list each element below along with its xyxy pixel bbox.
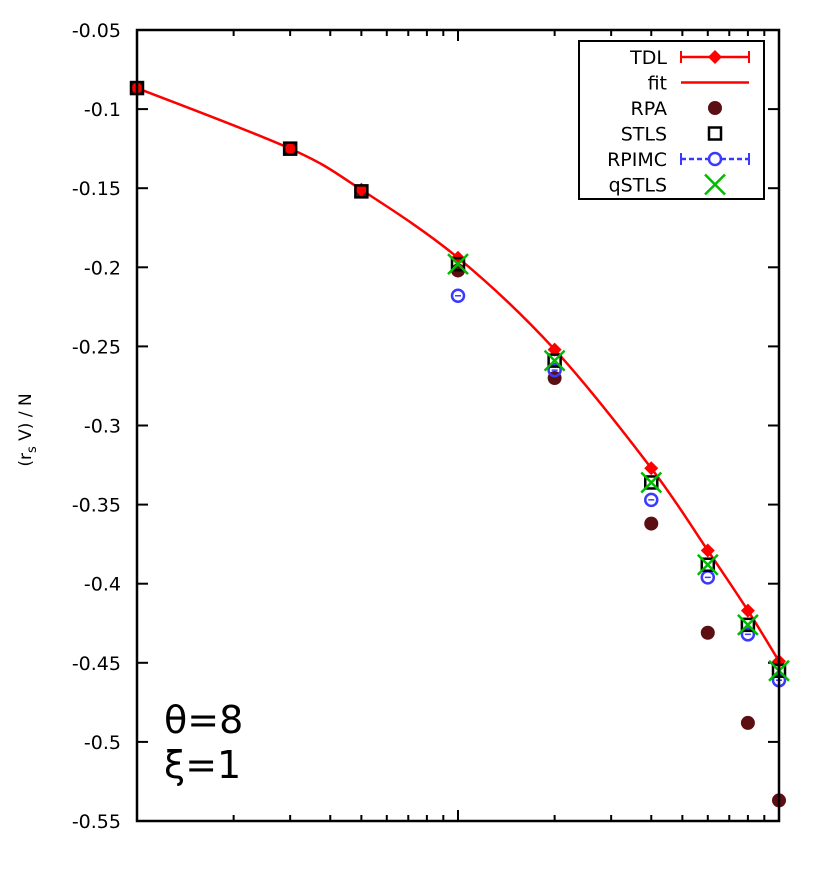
legend-marker <box>708 50 722 64</box>
plot-frame <box>135 28 781 823</box>
point-stls <box>700 557 716 572</box>
legend-label-rpimc: RPIMC <box>607 149 667 171</box>
cross-stroke <box>447 253 469 276</box>
point-rpa <box>644 516 659 531</box>
point-rpimc <box>547 362 562 378</box>
point-qstls <box>447 253 469 276</box>
legend: TDL fit RPA STLS RPIMC qSTLS <box>578 40 765 200</box>
legend-marker <box>708 101 722 115</box>
point-stls <box>282 141 298 156</box>
rpimc-circle <box>740 627 756 642</box>
legend-label-fit: fit <box>648 73 667 95</box>
rpimc-circle <box>547 362 562 378</box>
y-tick-label: -0.35 <box>72 495 121 517</box>
y-tick-label: -0.05 <box>72 20 121 42</box>
y-tick-label: -0.5 <box>84 732 121 754</box>
point-rpa <box>700 625 715 640</box>
point-tdl <box>644 461 659 476</box>
point-rpa <box>740 715 755 730</box>
y-tick-label: -0.3 <box>84 416 121 438</box>
y-tick-label: -0.15 <box>72 178 121 200</box>
point-qstls <box>543 349 566 372</box>
y-tick-label: -0.2 <box>84 257 121 279</box>
point-rpimc <box>700 570 716 585</box>
y-axis-label: (rs V) / N <box>16 393 40 466</box>
y-tick-label: -0.4 <box>84 574 121 596</box>
point-tdl <box>547 342 562 357</box>
cross-stroke <box>696 553 719 576</box>
rpimc-circle <box>450 288 466 304</box>
cross-stroke <box>640 471 663 494</box>
y-tick-label: -0.1 <box>84 99 121 121</box>
y-tick-label: -0.45 <box>72 653 121 675</box>
point-rpimc <box>450 288 466 304</box>
fit-line <box>136 86 781 662</box>
cross-stroke <box>704 173 726 196</box>
annotation-theta: θ=8 <box>164 698 243 742</box>
point-stls <box>450 256 466 272</box>
point-qstls <box>696 553 719 576</box>
point-tdl <box>700 543 715 558</box>
legend-marker <box>704 173 726 196</box>
cross-stroke <box>543 349 566 372</box>
point-stls <box>547 353 562 368</box>
point-qstls <box>640 471 663 494</box>
y-tick-label: -0.55 <box>72 811 121 833</box>
point-tdl <box>283 141 298 156</box>
rpimc-circle <box>644 492 659 508</box>
point-rpimc <box>644 492 659 508</box>
point-qstls <box>737 613 759 636</box>
annotation-xi: ξ=1 <box>164 743 241 787</box>
legend-label-tdl: TDL <box>629 47 667 69</box>
legend-marker <box>707 151 723 167</box>
y-tick-label: -0.25 <box>72 336 121 358</box>
point-stls <box>740 617 756 633</box>
legend-box <box>578 40 765 200</box>
legend-label-stls: STLS <box>621 124 667 146</box>
point-stls <box>644 475 659 490</box>
point-tdl <box>740 603 755 618</box>
legend-marker <box>707 126 723 141</box>
legend-label-rpa: RPA <box>631 98 667 120</box>
point-stls <box>354 184 369 199</box>
cross-stroke <box>737 613 759 636</box>
legend-label-qstls: qSTLS <box>609 175 667 197</box>
point-rpimc <box>740 627 756 642</box>
